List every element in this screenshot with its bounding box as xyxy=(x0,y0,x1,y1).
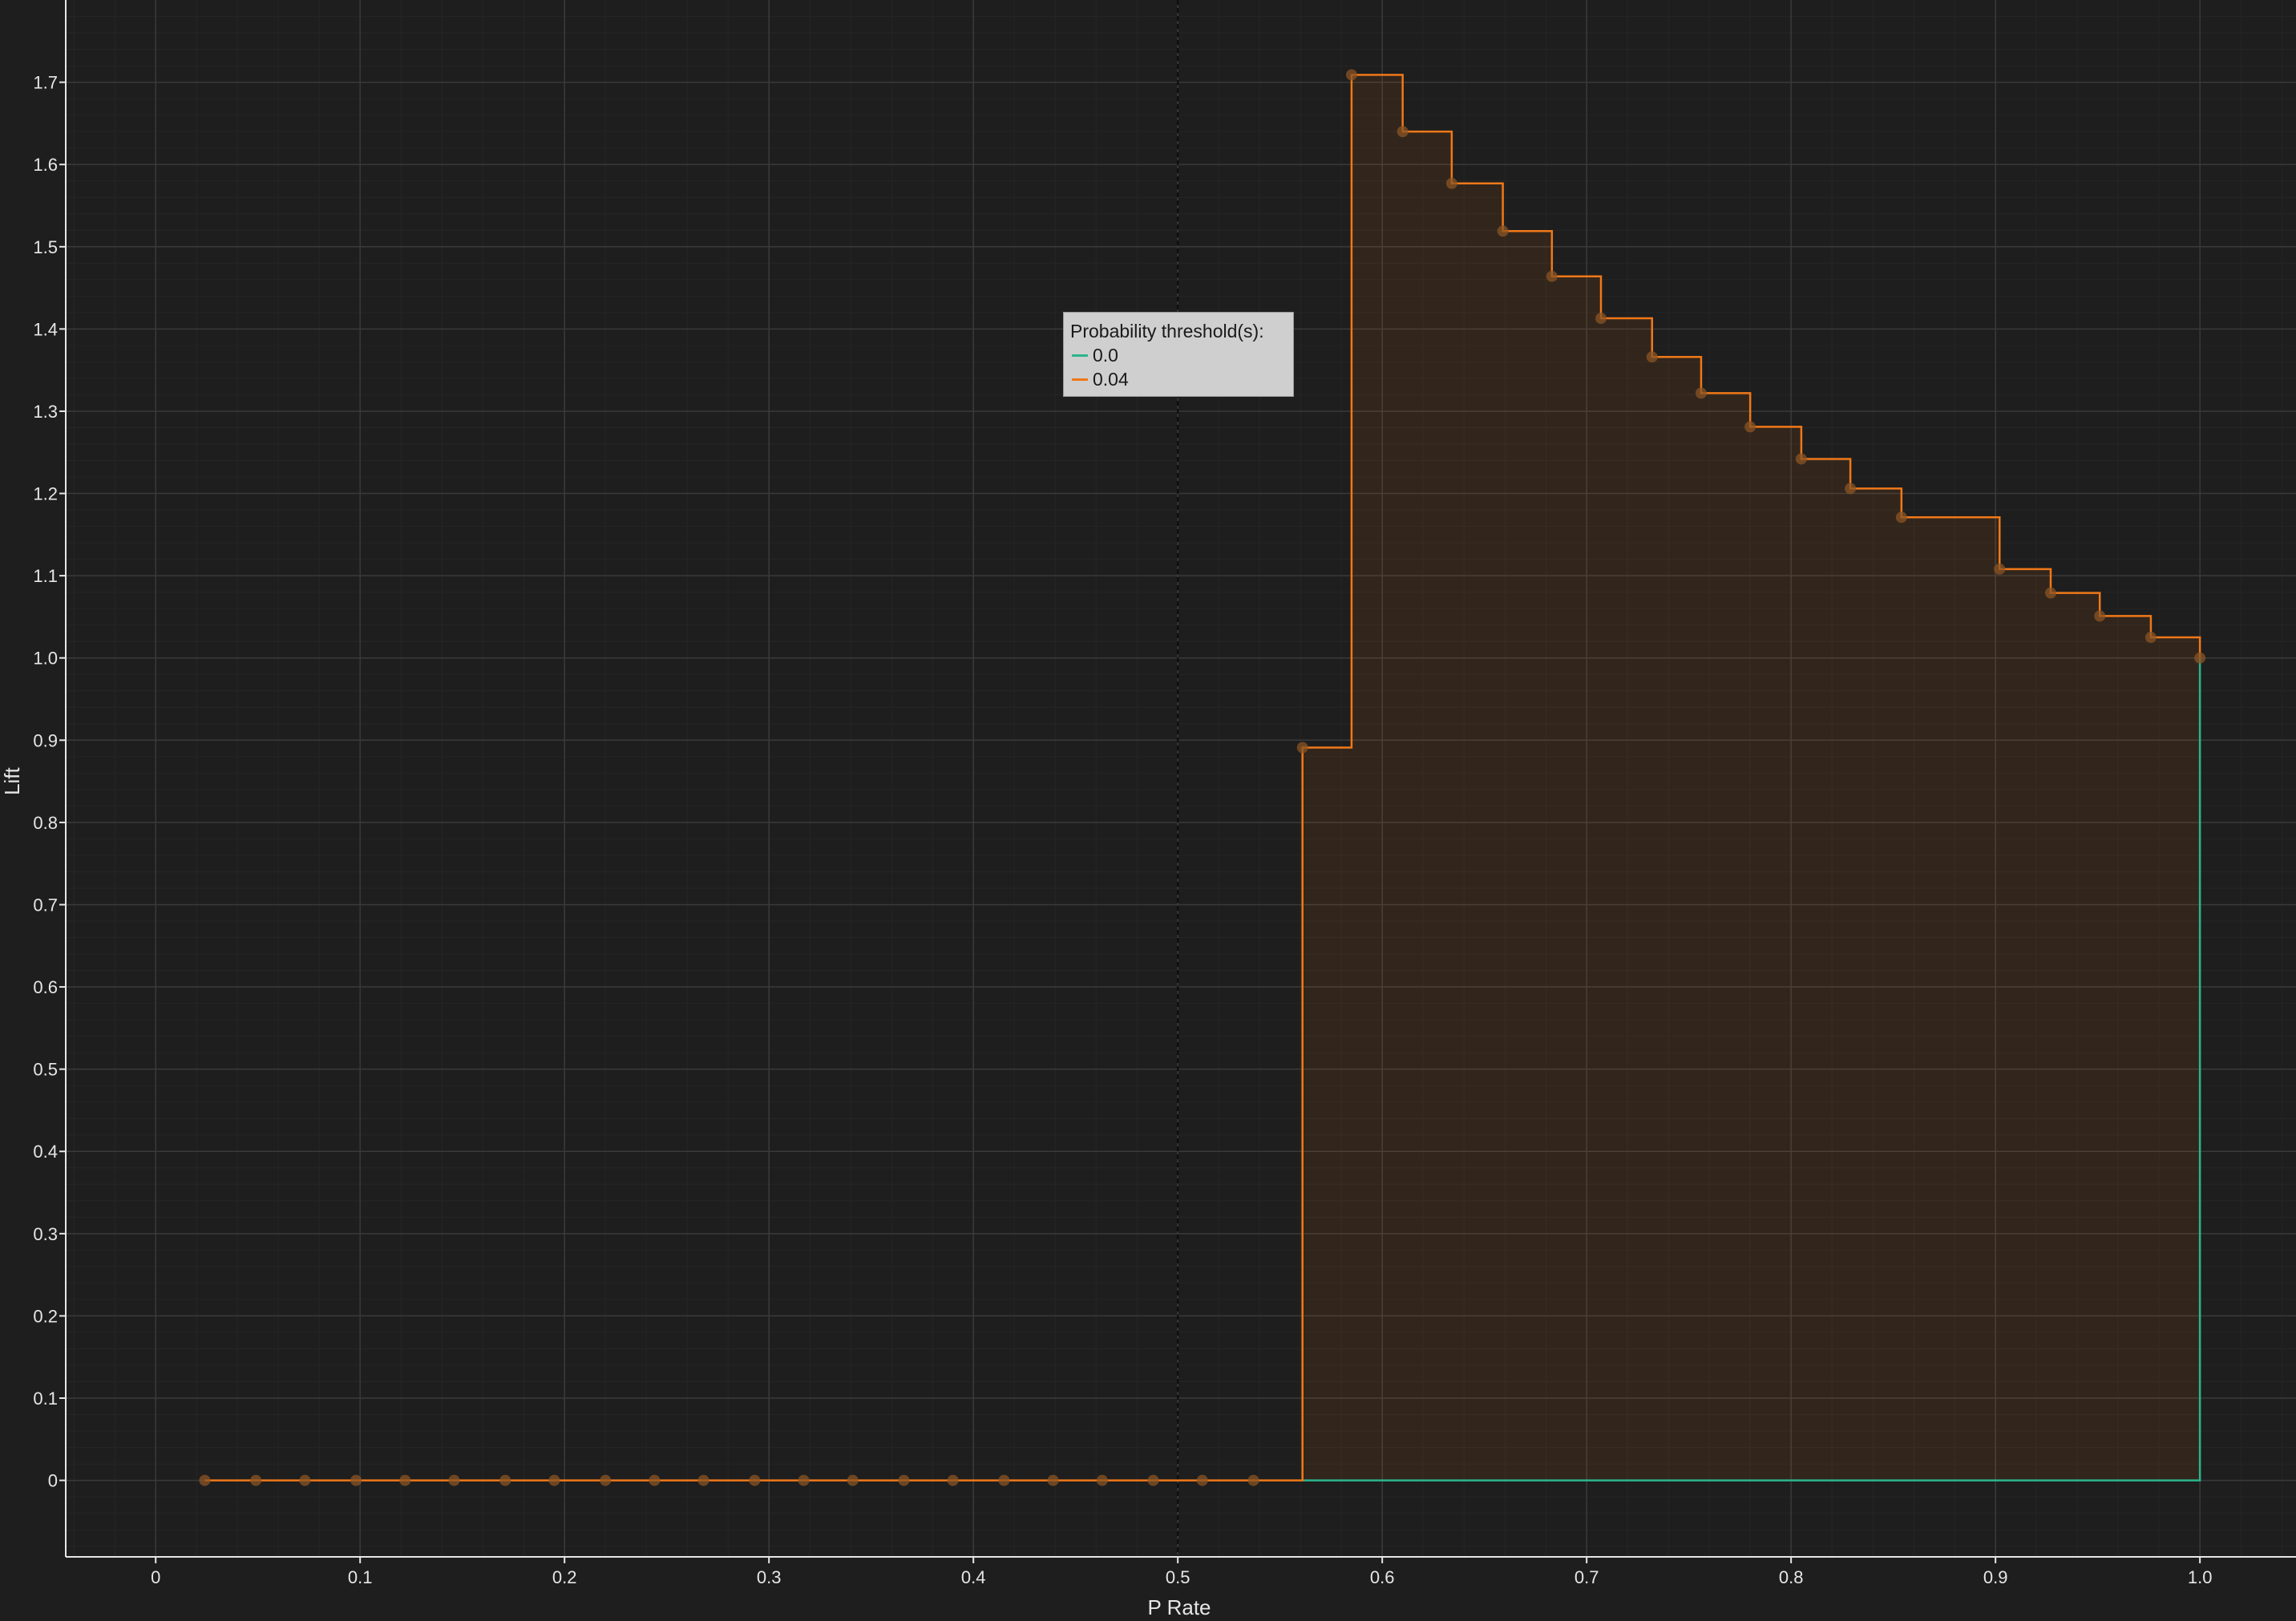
series-0.04-point xyxy=(649,1474,661,1486)
x-tick-label: 0.9 xyxy=(1983,1567,2008,1587)
x-tick-label: 0.3 xyxy=(757,1567,782,1587)
series-0.04-point xyxy=(299,1474,311,1486)
legend-label-0.04: 0.04 xyxy=(1093,369,1129,390)
series-0.04-point xyxy=(548,1474,560,1486)
legend-item-0.0: 0.0 xyxy=(1070,343,1287,367)
series-0.04-point xyxy=(898,1474,910,1486)
series-0.04-point xyxy=(448,1474,460,1486)
x-tick-label: 1.0 xyxy=(2188,1567,2213,1587)
x-axis-ticks: 0 0.1 0.2 0.3 0.4 0.5 0.6 0.7 0.8 0.9 1.0 xyxy=(151,1557,2212,1587)
y-axis-title: Lift xyxy=(0,766,24,794)
series-0.04-point xyxy=(1595,313,1607,325)
y-tick-label: 1.7 xyxy=(33,73,58,93)
series-0.04-point xyxy=(1895,511,1907,523)
y-tick-label: 0.7 xyxy=(33,895,58,915)
series-0.04-point xyxy=(947,1474,959,1486)
y-tick-label: 0 xyxy=(48,1471,58,1491)
series-0.04-point xyxy=(1147,1474,1159,1486)
series-0.04-point xyxy=(1096,1474,1108,1486)
legend: Probability threshold(s): 0.0 0.04 xyxy=(1063,312,1294,397)
series-0.04-point xyxy=(1397,126,1409,138)
y-tick-label: 0.9 xyxy=(33,730,58,750)
y-tick-label: 1.5 xyxy=(33,237,58,257)
y-tick-label: 0.8 xyxy=(33,813,58,833)
series-0.04-point xyxy=(2045,587,2057,599)
x-tick-label: 0.8 xyxy=(1779,1567,1804,1587)
y-tick-label: 0.2 xyxy=(33,1306,58,1326)
y-axis-ticks: 0 0.1 0.2 0.3 0.4 0.5 0.6 0.7 0.8 0.9 1.0 1.1 1.2 1.3… xyxy=(33,73,66,1491)
y-tick-label: 0.1 xyxy=(33,1389,58,1409)
series-0.04-point xyxy=(399,1474,411,1486)
y-tick-label: 1.1 xyxy=(33,566,58,586)
series-0.04-point xyxy=(847,1474,859,1486)
series-0.04-area xyxy=(1253,75,2201,1481)
series-0.04-point xyxy=(749,1474,761,1486)
legend-label-0.0: 0.0 xyxy=(1093,345,1118,366)
series-0.0-line xyxy=(1302,657,2201,1482)
y-tick-label: 0.3 xyxy=(33,1224,58,1244)
series-0.04-point xyxy=(1047,1474,1059,1486)
series-0.04-point xyxy=(1695,387,1707,399)
legend-swatch-0.0 xyxy=(1072,354,1088,357)
y-tick-label: 1.3 xyxy=(33,402,58,422)
y-tick-label: 0.4 xyxy=(33,1142,58,1162)
series-0.04-point xyxy=(1345,69,1357,81)
series-0.04-point xyxy=(1497,225,1509,237)
series-0.04-point xyxy=(798,1474,810,1486)
x-tick-label: 0.6 xyxy=(1370,1567,1395,1587)
series-0.04-point xyxy=(2194,652,2206,664)
series-0.04-line xyxy=(204,74,2201,1482)
series-0.04-point xyxy=(350,1474,362,1486)
series-0.04-point xyxy=(250,1474,262,1486)
series-0.04-point xyxy=(697,1474,709,1486)
series-0.04-point xyxy=(2094,610,2106,622)
markers-layer xyxy=(199,69,2206,1486)
series-0.04-point xyxy=(1296,742,1308,754)
series-0.04-point xyxy=(1247,1474,1259,1486)
x-tick-label: 0 xyxy=(151,1567,160,1587)
y-tick-label: 1.2 xyxy=(33,484,58,504)
x-tick-label: 0.1 xyxy=(348,1567,373,1587)
x-tick-label: 0.5 xyxy=(1166,1567,1190,1587)
y-tick-label: 0.5 xyxy=(33,1060,58,1080)
series-0.04-point xyxy=(1646,351,1658,363)
y-tick-label: 0.6 xyxy=(33,977,58,997)
legend-swatch-0.04 xyxy=(1072,378,1088,381)
x-axis-title: P Rate xyxy=(1147,1595,1211,1619)
series-0.04-point xyxy=(998,1474,1010,1486)
legend-item-0.04: 0.04 xyxy=(1070,367,1287,391)
series-0.04-point xyxy=(199,1474,211,1486)
y-tick-label: 1.4 xyxy=(33,319,58,339)
series-0.04-point xyxy=(1546,270,1558,282)
series-0.04-point xyxy=(2144,632,2157,644)
y-tick-label: 1.0 xyxy=(33,649,58,669)
x-tick-label: 0.7 xyxy=(1574,1567,1599,1587)
series-0.04-point xyxy=(600,1474,612,1486)
series-layer xyxy=(204,74,2201,1482)
series-0.04-point xyxy=(1744,421,1756,433)
series-0.04-point xyxy=(1445,177,1457,189)
series-0.04-point xyxy=(1994,563,2006,575)
x-tick-label: 0.2 xyxy=(552,1567,577,1587)
series-0.04-point xyxy=(1795,453,1807,465)
series-0.04-point xyxy=(1845,483,1857,495)
series-0.04-point xyxy=(1196,1474,1208,1486)
x-tick-label: 0.4 xyxy=(961,1567,986,1587)
y-tick-label: 1.6 xyxy=(33,155,58,175)
legend-title: Probability threshold(s): xyxy=(1070,321,1264,342)
series-0.04-point xyxy=(499,1474,511,1486)
